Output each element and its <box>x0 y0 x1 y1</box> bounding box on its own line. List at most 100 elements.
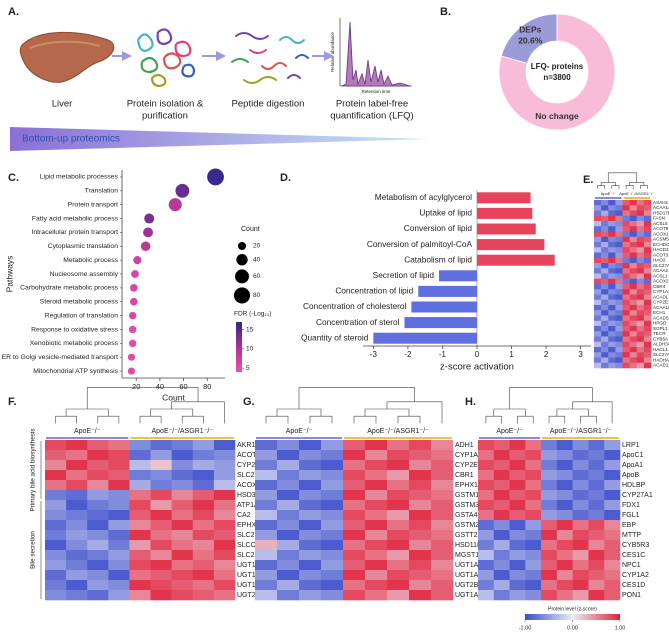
heat-cell <box>493 590 510 601</box>
heat-cell <box>478 590 495 601</box>
heat-cell <box>608 268 616 274</box>
heat-cell <box>365 520 388 531</box>
heat-cell <box>643 284 652 290</box>
heat-cell <box>588 440 605 451</box>
heat-cell <box>192 580 215 591</box>
heat-cell <box>409 460 432 471</box>
heat-cell <box>608 284 616 290</box>
heat-cell <box>299 570 322 581</box>
group-label: ApoE⁻/⁻/ASGR1⁻/⁻ <box>550 428 612 435</box>
heat-cell <box>556 490 573 501</box>
heat-cell <box>66 490 88 501</box>
heat-cell <box>45 560 67 571</box>
heat-cell <box>601 242 609 248</box>
heat-cell <box>622 273 630 280</box>
size-legend-label: 80 <box>253 292 261 299</box>
heat-cell <box>277 560 300 571</box>
heat-cell <box>622 247 630 253</box>
y-tick-label: Concentration of lipid <box>335 286 413 296</box>
y-tick-label: Quantity of steroid <box>301 332 369 342</box>
heat-cell <box>387 440 410 451</box>
heat-cell <box>601 331 609 337</box>
row-label: ALDH3A2 <box>653 342 669 347</box>
heat-cell <box>171 450 194 461</box>
row-label: EBP <box>622 522 636 529</box>
heat-cell <box>509 510 526 521</box>
heat-cell <box>108 540 130 551</box>
y-tick-label: Nucleosome assembly <box>50 271 119 278</box>
heat-cell <box>171 480 194 491</box>
row-label: ApoC1 <box>622 452 644 459</box>
row-label: CYP1A2 <box>653 289 669 294</box>
dendrogram <box>97 415 120 424</box>
heat-cell <box>525 560 542 571</box>
heat-cell <box>615 226 623 232</box>
heat-cell <box>622 210 630 217</box>
heat-cell <box>343 460 366 471</box>
heat-cell <box>601 273 609 280</box>
heat-cell <box>365 560 388 571</box>
step-label: purification <box>142 111 188 122</box>
heat-cell <box>213 470 236 481</box>
dendrogram <box>276 408 322 417</box>
heat-cell <box>45 580 67 591</box>
row-label: ACOX2 <box>653 279 669 284</box>
heat-cell <box>343 570 366 581</box>
heat-cell <box>213 460 236 471</box>
heat-cell <box>629 305 638 311</box>
group-label: ApoE⁻/⁻ <box>286 428 313 435</box>
heat-cell <box>66 580 88 591</box>
heat-cell <box>431 570 454 581</box>
heat-cell <box>622 326 630 332</box>
heat-cell <box>525 570 542 581</box>
bar <box>477 223 536 235</box>
heat-cell <box>643 242 652 248</box>
heat-cell <box>150 500 172 511</box>
heat-cell <box>87 520 109 531</box>
step-label: quantification (LFQ) <box>330 111 413 122</box>
heat-cell <box>387 450 410 461</box>
heat-cell <box>622 284 630 290</box>
heat-cell <box>622 362 630 369</box>
heat-cell <box>601 278 609 285</box>
heat-cell <box>277 440 300 451</box>
heat-cell <box>608 347 616 353</box>
row-label: HPGD <box>653 321 667 326</box>
heat-cell <box>321 560 344 571</box>
dendrogram <box>55 415 77 424</box>
heat-cell <box>478 510 495 521</box>
heat-cell <box>643 231 652 238</box>
heat-cell <box>525 590 542 601</box>
heat-cell <box>541 580 558 591</box>
heat-cell <box>601 352 609 358</box>
heat-cell <box>87 470 109 481</box>
heat-cell <box>608 352 616 358</box>
size-legend-title: Count <box>241 226 260 233</box>
heat-cell <box>45 570 67 581</box>
heat-cell <box>108 480 130 491</box>
heat-cell <box>108 520 130 531</box>
heat-cell <box>150 470 172 481</box>
heat-cell <box>478 530 495 541</box>
heat-cell <box>608 310 616 316</box>
panel-letter: C. <box>8 172 19 184</box>
heat-cell <box>643 273 652 280</box>
heat-cell <box>66 470 88 481</box>
heat-cell <box>594 320 602 327</box>
heat-cell <box>192 480 215 491</box>
heat-cell <box>608 231 616 238</box>
heat-cell <box>629 273 638 280</box>
heat-cell <box>604 440 621 451</box>
heat-cell <box>343 480 366 491</box>
size-legend-key <box>235 269 249 284</box>
row-label: HSD3B7 <box>237 492 264 499</box>
row-label: CYB5A <box>653 336 669 341</box>
heat-cell <box>45 490 67 501</box>
heat-cell <box>572 460 589 471</box>
dendrogram <box>556 408 589 417</box>
heat-cell <box>622 263 630 269</box>
heat-cell <box>108 590 130 601</box>
heat-cell <box>615 315 623 322</box>
heat-cell <box>636 305 645 311</box>
dendrogram <box>298 387 415 409</box>
